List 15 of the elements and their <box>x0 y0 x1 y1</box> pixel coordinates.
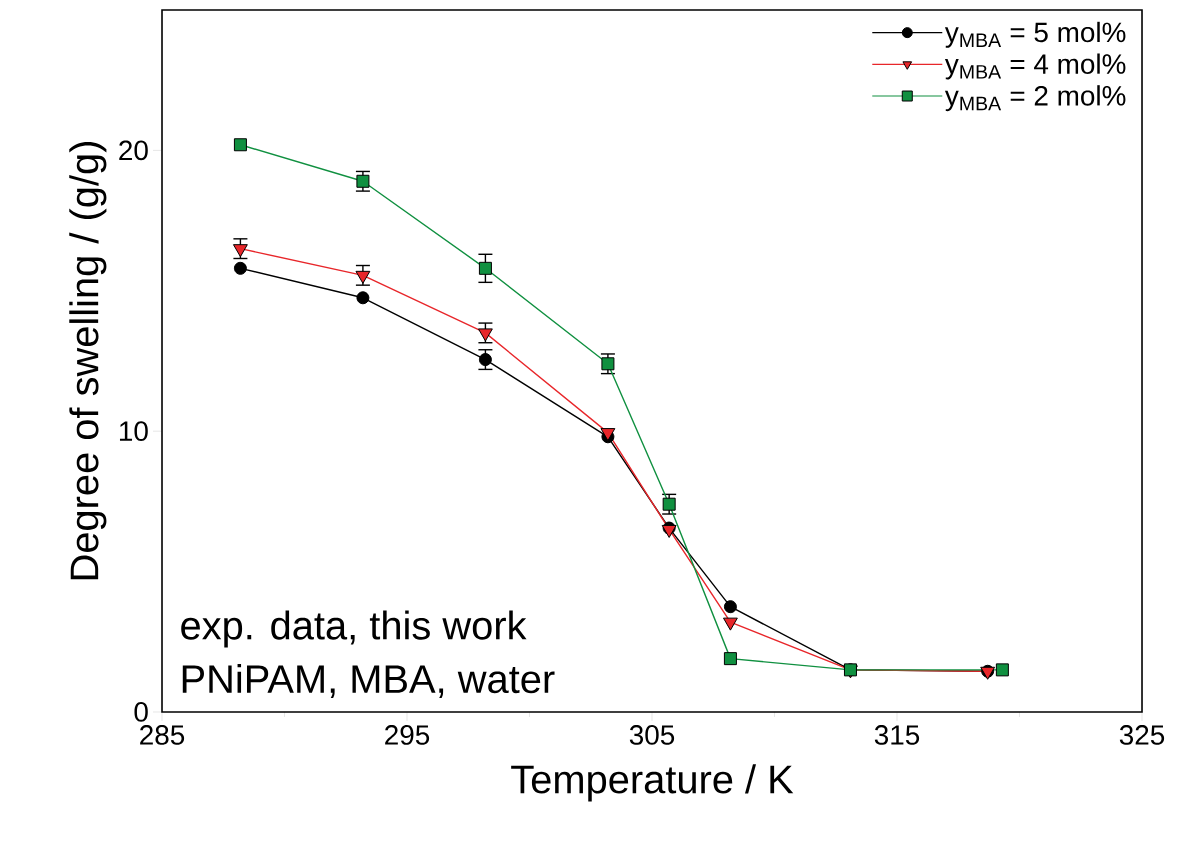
x-tick-label: 295 <box>385 725 430 745</box>
annotation: PNiPAM, MBA, water <box>182 664 555 698</box>
y-tick-label: 10 <box>119 421 148 442</box>
x-tick-label: 285 <box>140 725 185 745</box>
y-tick-label: 20 <box>119 140 148 161</box>
x-tick-label: 305 <box>629 725 675 745</box>
annotation: exp. data, this work <box>181 610 527 648</box>
legend-label: y$_{MBA}$ = 2 mol% <box>944 85 1126 112</box>
y-axis-title: Degree of swelling / (g/g) <box>69 142 107 580</box>
y-tick-label: 0 <box>134 702 148 722</box>
x-tick-label: 315 <box>874 725 920 745</box>
legend-label: y$_{MBA}$ = 5 mol% <box>944 21 1126 48</box>
x-tick-label: 325 <box>1119 725 1165 745</box>
x-axis-title: Temperature / K <box>511 764 794 802</box>
legend-label: y$_{MBA}$ = 4 mol% <box>944 53 1126 80</box>
